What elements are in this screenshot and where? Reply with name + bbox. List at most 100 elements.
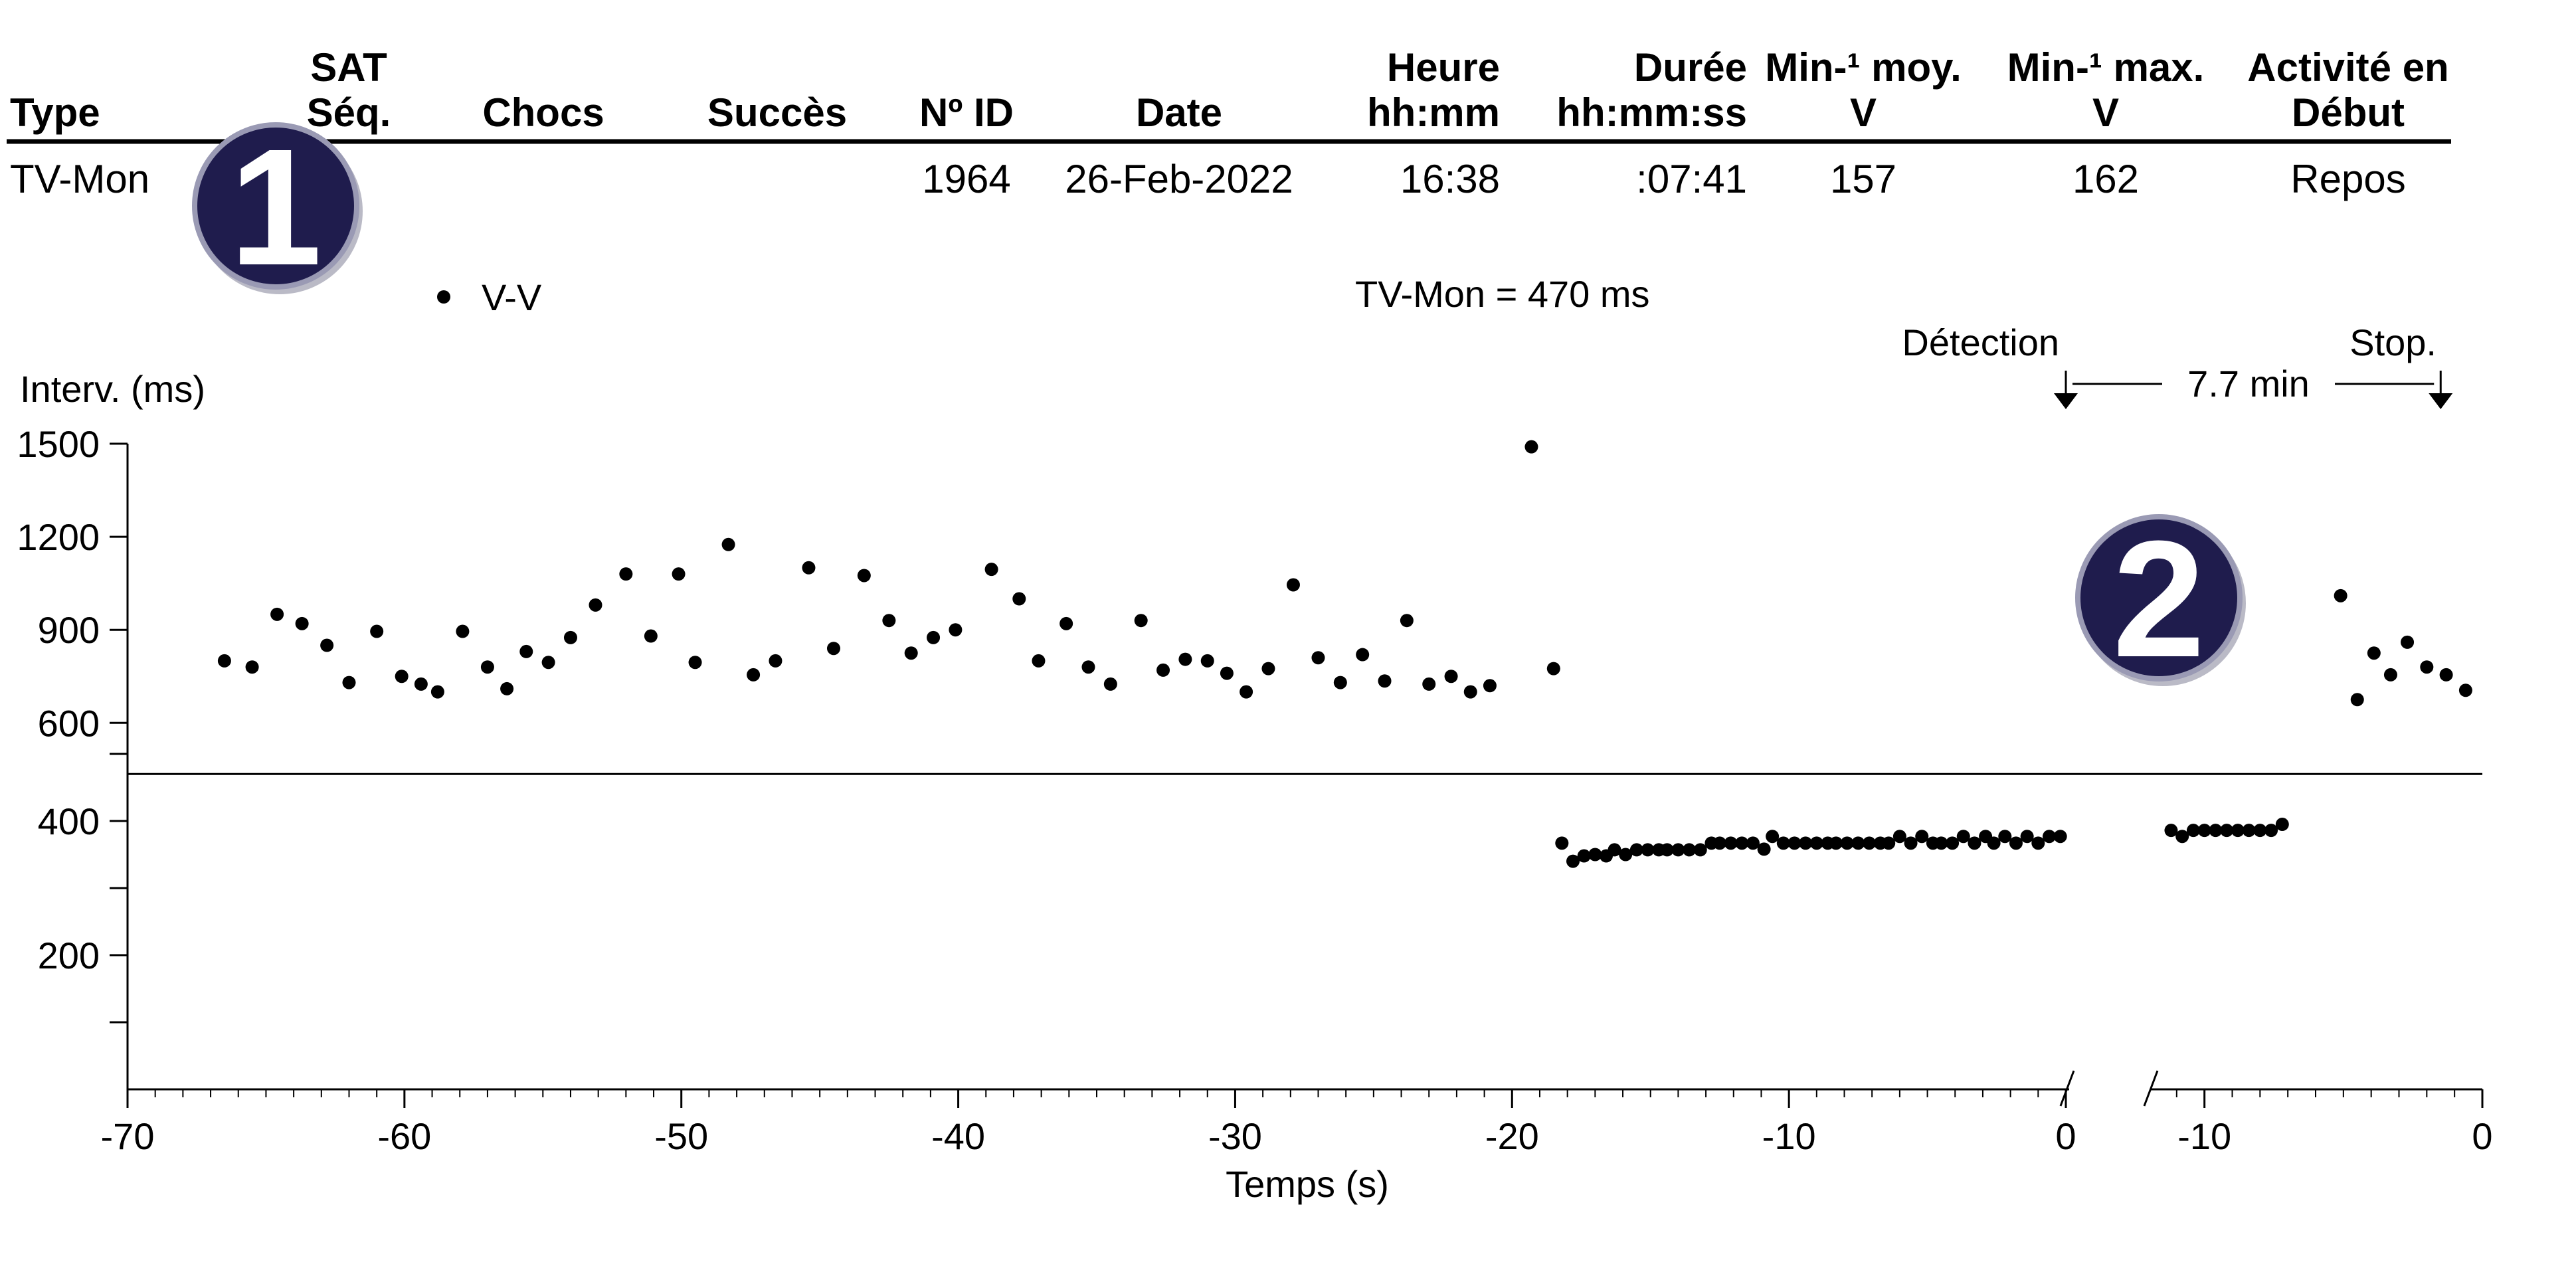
vv-point [1934, 836, 1948, 850]
vv-point [1660, 843, 1674, 857]
vv-point [2031, 836, 2045, 850]
badge-layer: 12 [192, 114, 2246, 691]
vv-point [644, 629, 658, 643]
vv-point [1059, 616, 1073, 630]
vv-point [2420, 660, 2434, 674]
detection-label: Détection [1902, 321, 2059, 363]
vv-point [769, 654, 782, 668]
vv-point [1081, 660, 1095, 674]
vv-point [1809, 836, 1823, 850]
x-tick-label: -30 [1208, 1115, 1262, 1157]
header-min_moy-line0: Min-¹ moy. [1765, 45, 1962, 90]
vv-point [2020, 830, 2034, 844]
vv-point [2264, 824, 2278, 838]
vv-point [857, 569, 871, 583]
annotations: V-V TV-Mon = 470 ms Détection Stop. 7.7 min [437, 273, 2453, 409]
stop-label: Stop. [2349, 321, 2437, 363]
header-sat_seq-line0: SAT [310, 45, 387, 90]
vv-point [1641, 843, 1655, 857]
vv-point [2186, 824, 2200, 838]
vv-point [370, 624, 384, 638]
cell-min_max: 162 [2072, 157, 2139, 201]
y-tick-label: 400 [38, 800, 100, 842]
vv-point [414, 677, 428, 691]
badge-number: 2 [2112, 506, 2205, 691]
vv-point [295, 616, 309, 630]
vv-point [245, 660, 259, 674]
vv-point [1915, 830, 1929, 844]
vv-point [2401, 635, 2415, 649]
vv-point [672, 567, 686, 581]
vv-point [589, 598, 602, 612]
vv-point [1378, 674, 1392, 688]
vv-point [802, 561, 816, 575]
vv-point [1156, 663, 1170, 677]
header-min_max-line0: Min-¹ max. [2007, 45, 2205, 90]
vv-point [1261, 662, 1275, 676]
vv-point [395, 670, 409, 683]
vv-point [1724, 836, 1738, 850]
vv-point [1311, 651, 1325, 665]
vv-point [1577, 849, 1591, 863]
x-tick-label: -20 [1485, 1115, 1539, 1157]
vv-point [2242, 824, 2256, 838]
header-type-line0: Type [10, 90, 100, 135]
stop-arrow-head [2429, 393, 2453, 409]
vv-point [1629, 843, 1643, 857]
badge-circle [192, 122, 359, 290]
vv-point [2197, 824, 2211, 838]
vv-point [1032, 654, 1046, 668]
vv-point [1693, 843, 1707, 857]
cell-type: TV-Mon [10, 157, 149, 201]
vv-point [2350, 693, 2364, 707]
vv-point [1840, 836, 1854, 850]
header-sat_seq-line1: Séq. [307, 90, 391, 135]
header-id-line0: Nº ID [919, 90, 1014, 135]
header-activite-line1: Début [2292, 90, 2405, 135]
axis-break-right [2143, 1070, 2159, 1107]
header-chocs-line0: Chocs [482, 90, 604, 135]
axis-break-left [2059, 1070, 2075, 1107]
cell-min_moy: 157 [1830, 157, 1896, 201]
vv-point [1735, 836, 1749, 850]
cell-heure: 16:38 [1400, 157, 1500, 201]
y-tick-label: 900 [38, 609, 100, 651]
vv-point [480, 660, 494, 674]
vv-point [984, 563, 998, 577]
header-min_max-line1: V [2092, 90, 2119, 135]
legend-marker [437, 290, 450, 304]
x-axis-title: Temps (s) [1226, 1163, 1389, 1205]
y-tick-label: 600 [38, 702, 100, 744]
header-succes-line0: Succès [707, 90, 847, 135]
vv-point [1619, 848, 1633, 862]
cell-duree: :07:41 [1636, 157, 1747, 201]
vv-point [721, 537, 735, 551]
vv-points [217, 440, 2472, 868]
badge-number: 1 [229, 114, 322, 300]
header-activite-line0: Activité en [2247, 45, 2448, 90]
vv-point [1746, 836, 1760, 850]
vv-point [1546, 662, 1560, 676]
x-tick-label: -10 [2177, 1115, 2231, 1157]
x-tick-label: -10 [1762, 1115, 1816, 1157]
vv-point [1524, 440, 1538, 454]
x-tick-label: -70 [101, 1115, 155, 1157]
vv-point [2209, 824, 2223, 838]
cell-activite: Repos [2290, 157, 2405, 201]
vv-point [1757, 842, 1771, 856]
duration-label: 7.7 min [2187, 363, 2310, 405]
vv-point [2164, 824, 2178, 838]
vv-point [456, 624, 470, 638]
vv-point [747, 668, 761, 681]
vv-point [2009, 836, 2023, 850]
vv-point [882, 614, 896, 628]
vv-point [1766, 830, 1780, 844]
vv-point [2458, 683, 2472, 697]
vv-point [2220, 824, 2234, 838]
vv-point [500, 681, 514, 695]
y-tick-label: 1500 [17, 423, 100, 465]
